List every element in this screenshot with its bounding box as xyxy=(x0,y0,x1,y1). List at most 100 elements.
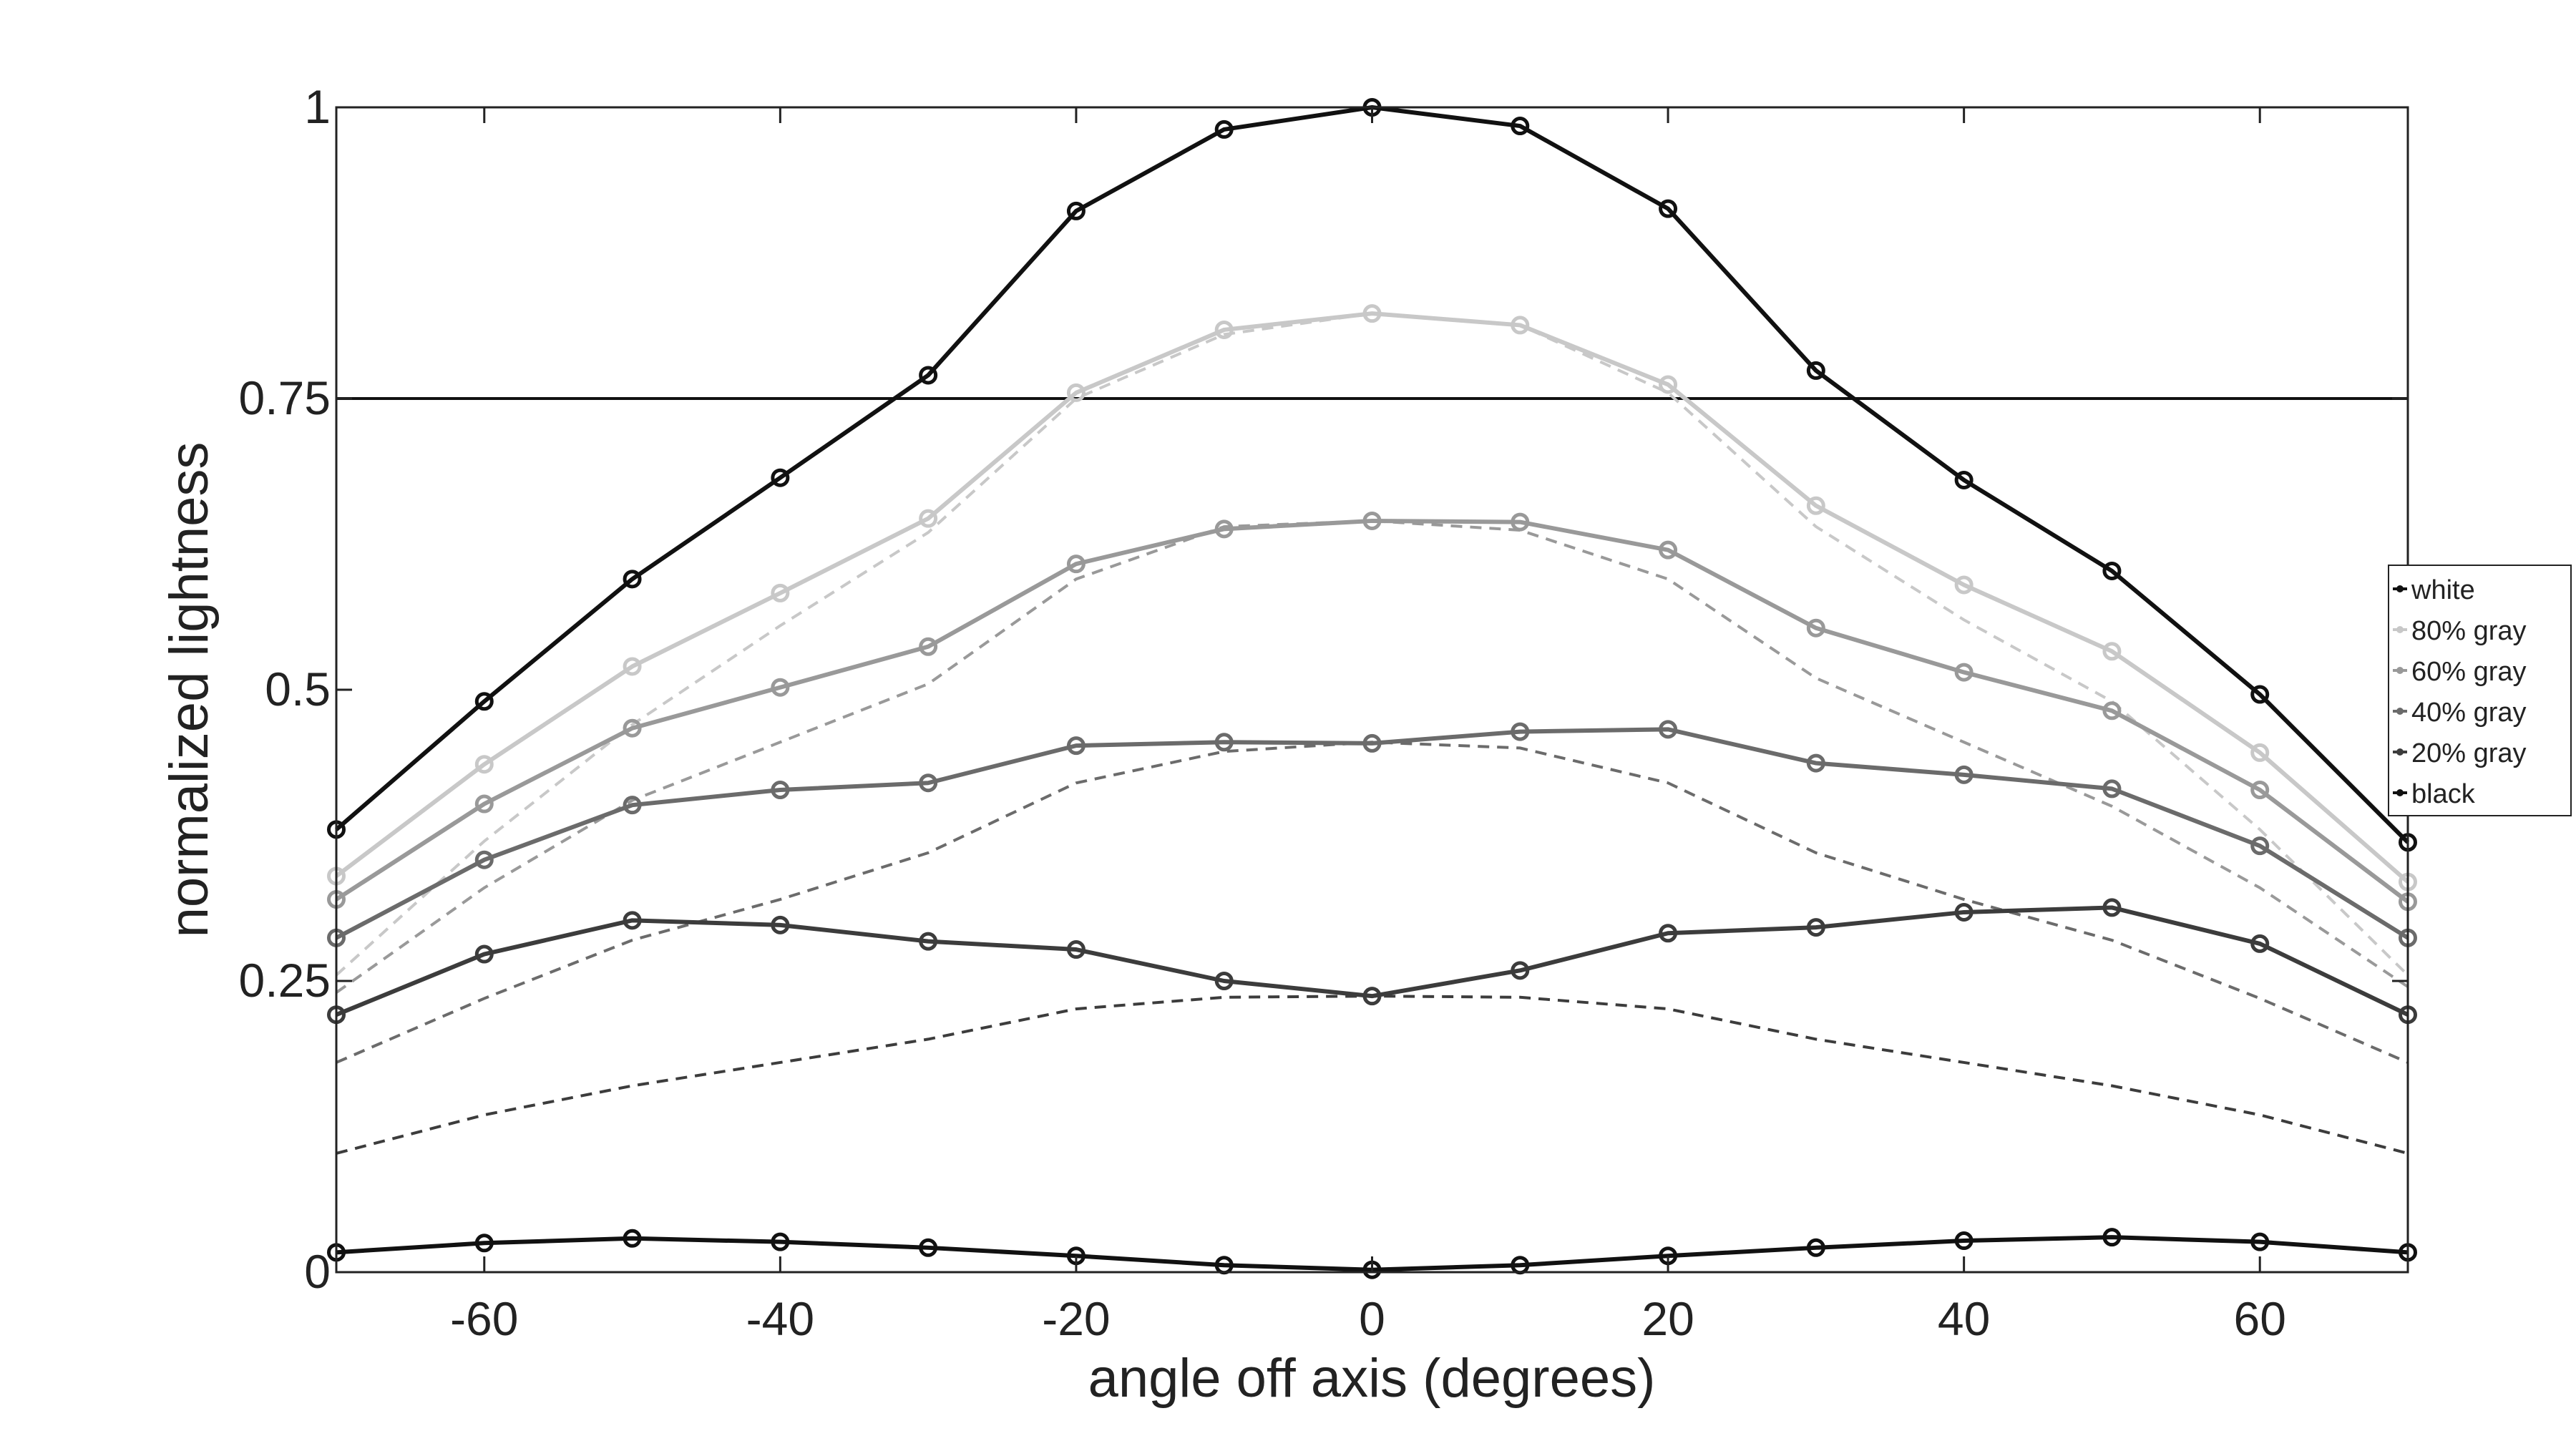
plot-marks xyxy=(327,98,2417,1279)
legend-label: black xyxy=(2411,779,2476,809)
x-axis-label: angle off axis (degrees) xyxy=(1088,1348,1656,1409)
legend-swatch-marker xyxy=(2396,789,2404,796)
data-point xyxy=(2250,743,2270,762)
data-point xyxy=(771,915,790,934)
data-point xyxy=(2250,1232,2270,1251)
legend-swatch-marker xyxy=(2396,708,2404,715)
series-line xyxy=(335,105,2410,844)
data-point xyxy=(771,1232,790,1251)
y-tick-label: 0.75 xyxy=(239,371,331,424)
data-point xyxy=(1214,119,1234,139)
series-line xyxy=(335,727,2409,940)
data-point xyxy=(474,692,494,711)
data-point xyxy=(2102,642,2122,661)
data-point xyxy=(1659,199,1678,218)
data-point xyxy=(1066,940,1085,959)
reference-curve xyxy=(336,741,2409,1064)
data-point xyxy=(1214,972,1234,990)
data-point xyxy=(623,1229,642,1248)
x-tick-label: 40 xyxy=(1938,1292,1990,1345)
data-point xyxy=(1362,511,1382,530)
data-point xyxy=(1362,304,1382,323)
data-point xyxy=(2102,779,2122,798)
legend-box xyxy=(2388,565,2572,816)
legend-label: 40% gray xyxy=(2411,698,2527,728)
data-point xyxy=(1659,924,1678,943)
data-point xyxy=(1511,961,1530,980)
data-point xyxy=(1954,765,1974,784)
data-point xyxy=(623,796,642,815)
legend-swatch-marker xyxy=(2396,667,2404,674)
data-point xyxy=(2102,701,2122,721)
data-point xyxy=(623,911,642,930)
data-point xyxy=(1214,733,1234,752)
data-point xyxy=(1806,918,1825,937)
y-axis-label: normalized lightness xyxy=(159,442,220,938)
x-tick-label: 20 xyxy=(1641,1292,1694,1345)
data-point xyxy=(919,509,938,528)
data-point xyxy=(1362,733,1382,753)
data-point xyxy=(474,794,494,814)
data-point xyxy=(1806,361,1825,380)
x-tick-label: -20 xyxy=(1042,1292,1110,1345)
data-point xyxy=(771,468,790,487)
data-point xyxy=(1511,316,1530,335)
data-point xyxy=(623,718,642,738)
data-point xyxy=(1362,987,1382,1006)
legend-swatch-marker xyxy=(2396,585,2404,592)
data-point xyxy=(1066,383,1085,402)
legend-label: white xyxy=(2411,575,2475,605)
series-line xyxy=(335,905,2409,1017)
series-line xyxy=(335,518,2409,904)
x-tick-label: -40 xyxy=(746,1292,814,1345)
data-point xyxy=(771,678,790,697)
data-point xyxy=(474,850,494,869)
plot-frame xyxy=(335,106,2409,1274)
data-point xyxy=(1659,540,1678,560)
data-point xyxy=(2250,836,2270,856)
data-point xyxy=(474,1234,494,1253)
data-point xyxy=(1511,722,1530,741)
legend: white 80% gray 60% gray 40% gray 20% gray bla… xyxy=(2388,565,2572,816)
x-tick-label: 60 xyxy=(2234,1292,2286,1345)
data-point xyxy=(1806,496,1825,515)
data-point xyxy=(2102,1228,2122,1247)
legend-label: 60% gray xyxy=(2411,657,2527,687)
data-point xyxy=(2102,898,2122,917)
data-point xyxy=(1511,512,1530,532)
y-axis-ticks: 0 0.25 0.5 0.75 1 xyxy=(239,80,2408,1298)
data-point xyxy=(919,932,938,951)
data-point xyxy=(2250,685,2270,704)
data-point xyxy=(623,657,642,676)
data-point xyxy=(2250,934,2270,953)
y-tick-label: 0 xyxy=(304,1245,331,1298)
data-point xyxy=(1954,902,1974,922)
reference-curve xyxy=(336,995,2409,1155)
data-point xyxy=(1954,575,1974,595)
data-point xyxy=(2250,781,2270,800)
x-tick-label: 0 xyxy=(1359,1292,1385,1345)
data-point xyxy=(919,773,938,793)
y-tick-label: 1 xyxy=(304,80,331,133)
series-line xyxy=(335,311,2409,884)
x-axis-ticks: -60 -40 -20 0 20 40 60 xyxy=(450,107,2286,1345)
data-point xyxy=(1954,663,1974,682)
data-point xyxy=(1806,618,1825,638)
data-point xyxy=(1659,720,1678,739)
x-tick-label: -60 xyxy=(450,1292,518,1345)
data-point xyxy=(474,755,494,774)
data-point xyxy=(1659,375,1678,394)
data-point xyxy=(1066,736,1085,756)
legend-label: 20% gray xyxy=(2411,738,2527,768)
data-point xyxy=(1806,1238,1825,1257)
data-point xyxy=(1214,320,1234,339)
data-point xyxy=(623,570,642,589)
legend-label: 80% gray xyxy=(2411,616,2527,646)
data-point xyxy=(919,366,938,385)
data-point xyxy=(1954,470,1974,489)
data-point xyxy=(2102,561,2122,580)
data-point xyxy=(771,583,790,602)
reference-curve xyxy=(335,312,2409,977)
data-point xyxy=(771,781,790,800)
data-point xyxy=(1511,117,1530,136)
